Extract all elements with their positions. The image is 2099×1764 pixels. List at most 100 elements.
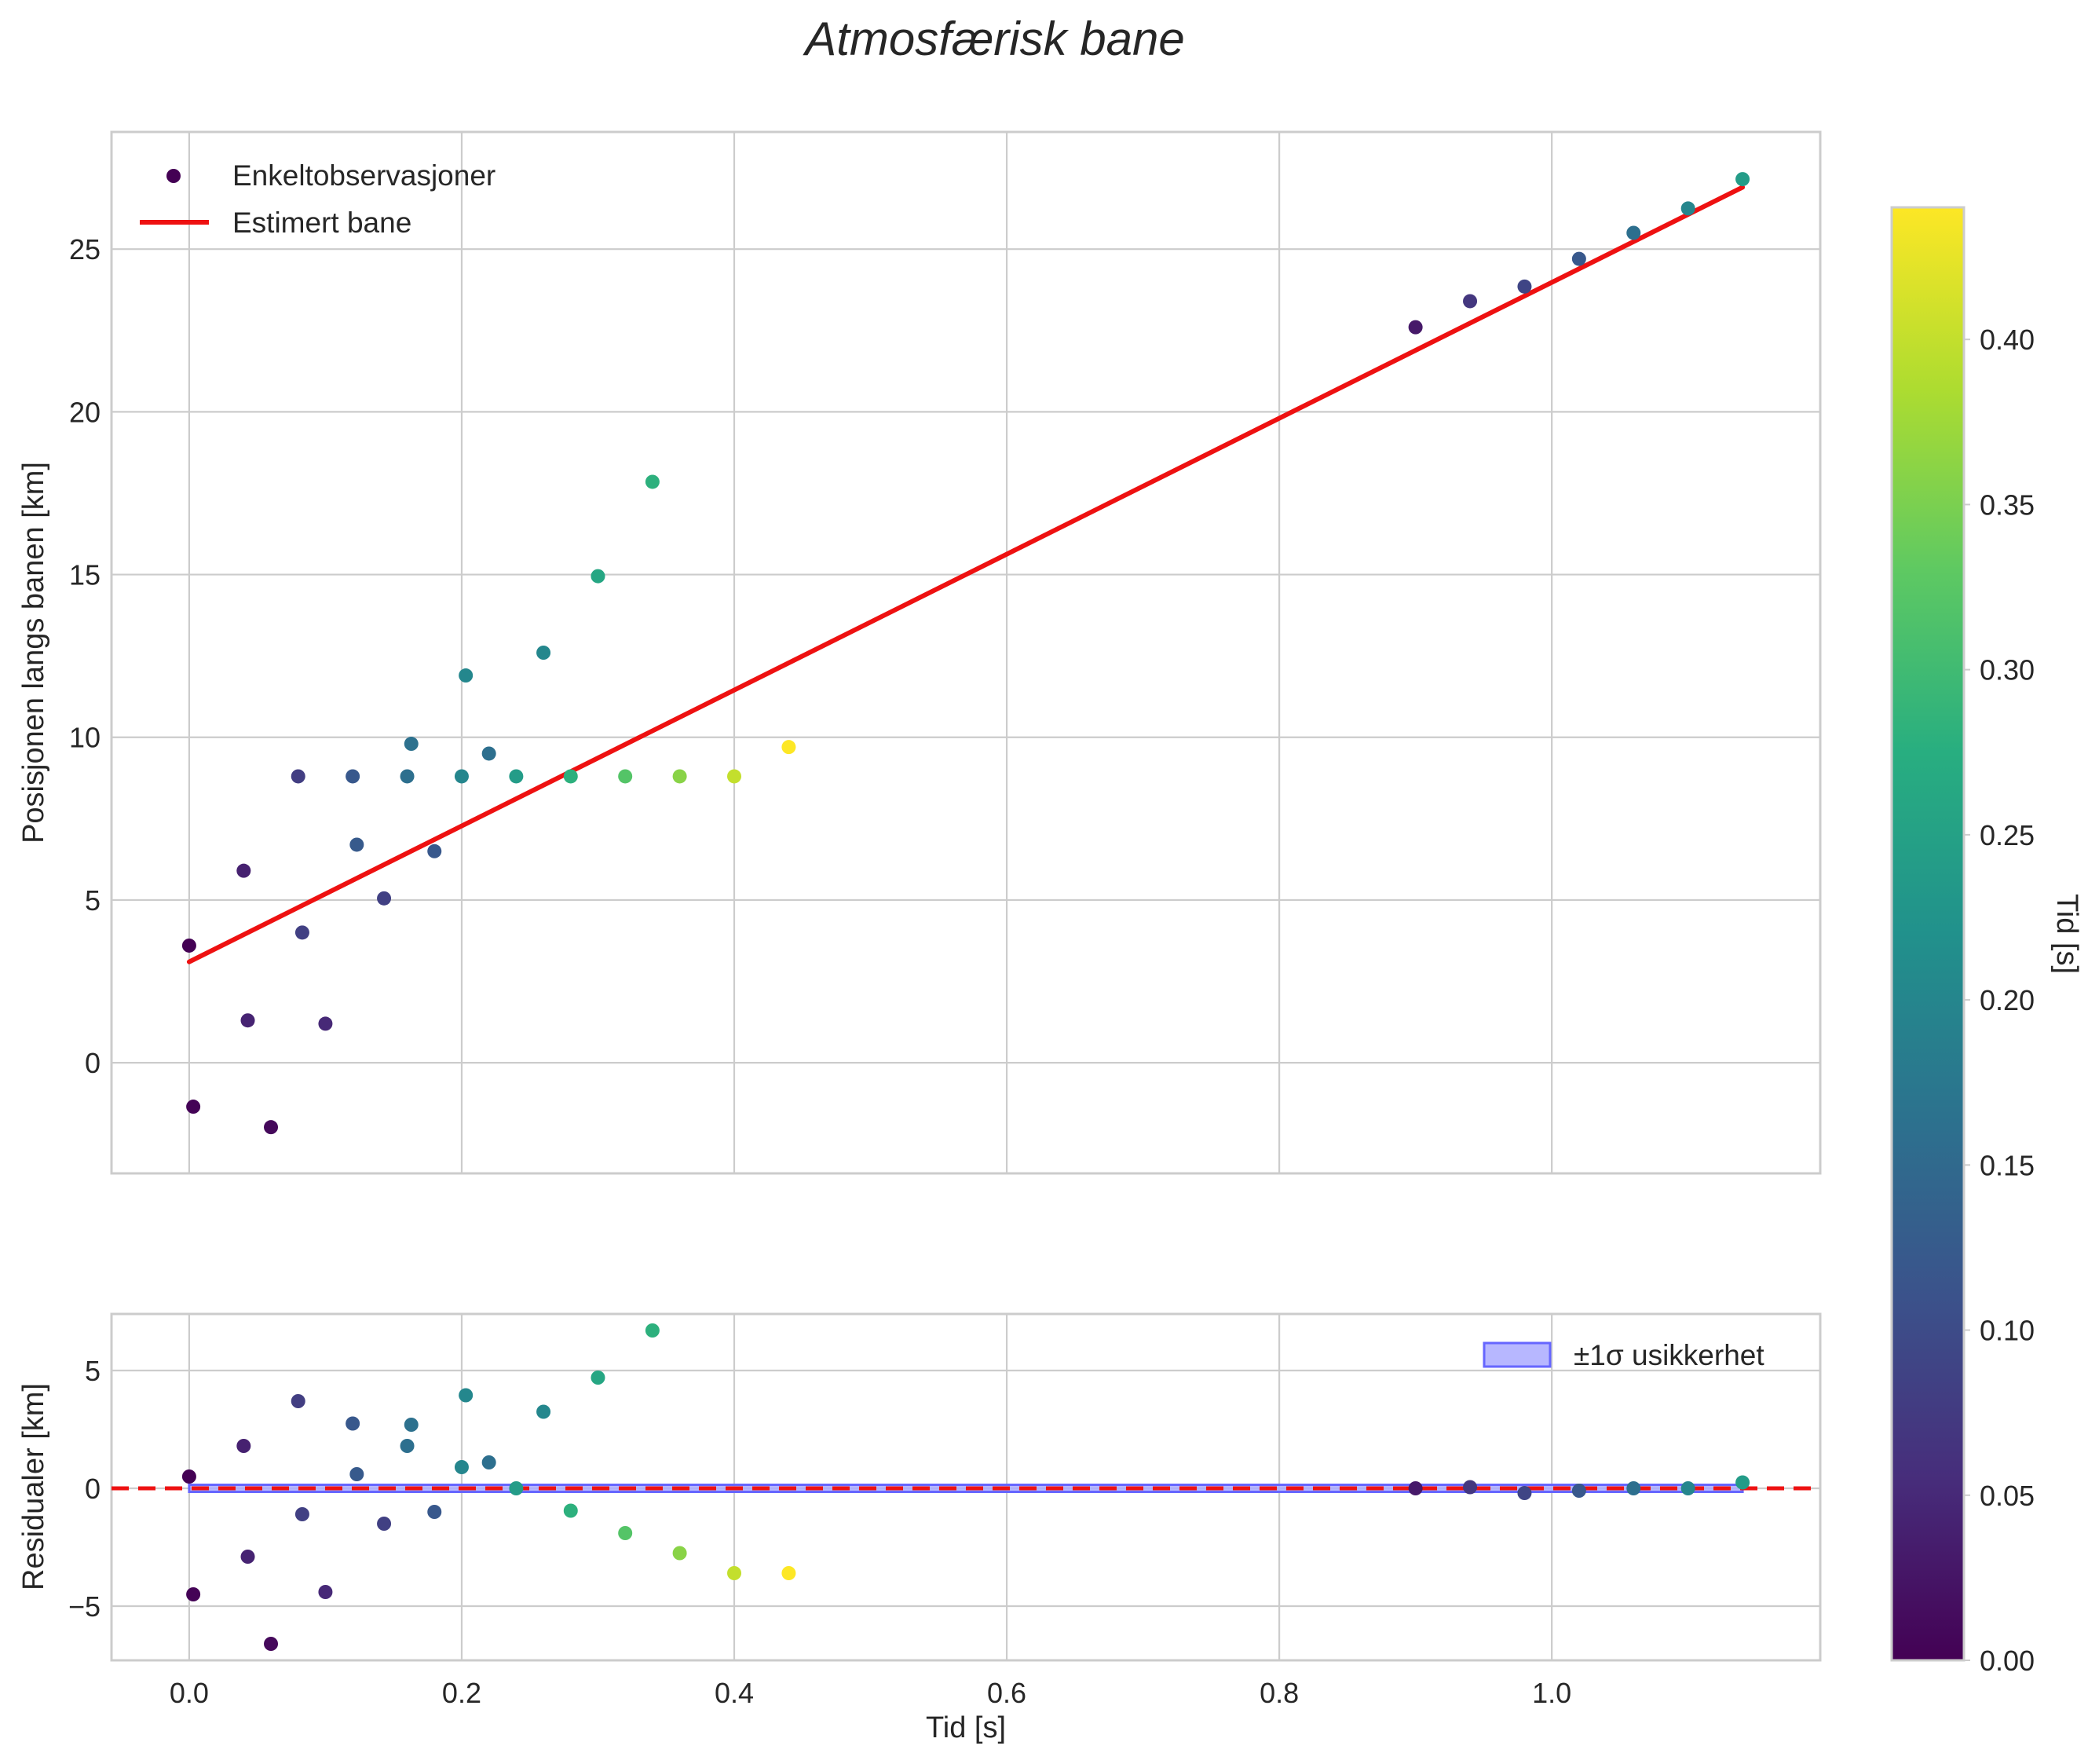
- observation-point: [1517, 279, 1532, 294]
- observation-point: [427, 844, 442, 858]
- residual-point: [291, 1394, 305, 1408]
- top-gridlines: [112, 132, 1820, 1173]
- x-tick-label: 1.0: [1532, 1677, 1571, 1709]
- observation-point: [294, 925, 309, 940]
- residual-point: [459, 1388, 474, 1403]
- observation-point: [349, 837, 364, 852]
- residual-point: [645, 1323, 660, 1338]
- observation-point: [1680, 201, 1695, 216]
- x-tick-label: 0.2: [442, 1677, 481, 1709]
- observation-point: [240, 1013, 255, 1028]
- observation-point: [727, 769, 742, 784]
- observation-point: [291, 769, 305, 784]
- estimated-trajectory-line: [186, 185, 1746, 964]
- residual-points: [181, 1323, 1750, 1651]
- figure-title: Atmosfærisk bane: [803, 13, 1185, 65]
- observation-point: [181, 938, 196, 953]
- y-tick-label: 25: [69, 233, 101, 265]
- bottom-legend: ±1σ usikkerhet: [1483, 1339, 1764, 1371]
- residual-point: [563, 1503, 578, 1518]
- observation-point: [454, 769, 469, 784]
- legend-band-marker: [1483, 1341, 1552, 1368]
- observation-point: [1463, 294, 1478, 309]
- top-legend: Enkeltobservasjoner Estimert bane: [140, 159, 495, 239]
- residual-point: [349, 1467, 364, 1481]
- y-tick-label: 10: [69, 722, 101, 754]
- residual-point: [1408, 1481, 1423, 1495]
- y-tick-label: 5: [85, 1355, 101, 1387]
- residual-point: [536, 1404, 551, 1419]
- bottom-y-tick-labels: −5 0 5: [68, 1355, 101, 1623]
- observation-point: [618, 769, 633, 784]
- observation-point: [781, 740, 796, 755]
- x-tick-label: 0.8: [1260, 1677, 1299, 1709]
- observation-point: [536, 646, 551, 660]
- colorbar-tick-label: 0.15: [1980, 1149, 2035, 1181]
- residual-point: [186, 1587, 201, 1601]
- observation-points: [181, 172, 1750, 1135]
- observation-point: [236, 863, 251, 878]
- observation-point: [400, 769, 415, 784]
- legend-uncertainty-label: ±1σ usikkerhet: [1574, 1339, 1764, 1371]
- legend-observations-label: Enkeltobservasjoner: [232, 159, 495, 192]
- residual-point: [264, 1637, 279, 1651]
- observation-point: [509, 769, 524, 784]
- x-tick-labels: 0.0 0.2 0.4 0.6 0.8 1.0: [170, 1677, 1571, 1709]
- residual-point: [318, 1585, 333, 1599]
- residual-point: [618, 1526, 633, 1540]
- x-tick-label: 0.0: [170, 1677, 209, 1709]
- residual-point: [1463, 1480, 1478, 1495]
- residual-point: [1626, 1481, 1641, 1495]
- observation-point: [591, 569, 605, 584]
- observation-point: [645, 474, 660, 489]
- legend-scatter-marker: [166, 169, 181, 183]
- legend-estimated-label: Estimert bane: [232, 207, 411, 239]
- residual-point: [781, 1566, 796, 1580]
- residual-point: [591, 1371, 605, 1385]
- observation-point: [264, 1120, 279, 1135]
- colorbar-tick-label: 0.40: [1980, 324, 2035, 356]
- observation-point: [481, 746, 496, 761]
- observation-point: [404, 737, 419, 752]
- residual-point: [346, 1416, 360, 1431]
- residual-point: [672, 1546, 687, 1561]
- residual-point: [240, 1550, 255, 1564]
- residual-point: [377, 1517, 392, 1531]
- residual-point: [509, 1481, 524, 1495]
- observation-point: [318, 1016, 333, 1031]
- residual-point: [404, 1418, 419, 1432]
- residual-point: [294, 1507, 309, 1521]
- residual-point: [1517, 1486, 1532, 1500]
- colorbar-tick-label: 0.30: [1980, 654, 2035, 686]
- x-axis-label: Tid [s]: [926, 1711, 1006, 1744]
- y-tick-label: −5: [68, 1590, 101, 1623]
- colorbar-tick-label: 0.10: [1980, 1315, 2035, 1347]
- y-tick-label: 15: [69, 559, 101, 591]
- colorbar-gradient: [1890, 206, 1966, 1662]
- trajectory-panel: 0 5 10 15 20 25 Posisjonen langs banen [km] E…: [17, 130, 1822, 1175]
- residual-panel: −505 0.0 0.2 0.4 0.6 0.8 1.0 Residualer [km] …: [17, 1312, 1822, 1744]
- residual-point: [1735, 1475, 1750, 1490]
- colorbar-tick-label: 0.35: [1980, 489, 2035, 521]
- observation-point: [672, 769, 687, 784]
- observation-point: [377, 891, 392, 906]
- residual-point: [400, 1439, 415, 1453]
- observation-point: [563, 769, 578, 784]
- residual-point: [1571, 1484, 1586, 1498]
- observation-point: [1626, 225, 1641, 240]
- colorbar-tick-label: 0.00: [1980, 1645, 2035, 1677]
- y-tick-label: 0: [85, 1473, 101, 1505]
- colorbar-tick-label: 0.05: [1980, 1480, 2035, 1512]
- top-y-axis-label: Posisjonen langs banen [km]: [17, 462, 50, 844]
- observation-point: [186, 1100, 201, 1114]
- residual-point: [427, 1505, 442, 1519]
- residual-point: [1680, 1481, 1695, 1495]
- observation-point: [459, 668, 474, 683]
- residual-point: [481, 1455, 496, 1469]
- top-axes-frame: [110, 130, 1822, 1175]
- colorbar-label: Tid [s]: [2050, 894, 2083, 974]
- colorbar-tick-label: 0.20: [1980, 984, 2035, 1016]
- observation-point: [1571, 251, 1586, 266]
- x-tick-label: 0.6: [987, 1677, 1026, 1709]
